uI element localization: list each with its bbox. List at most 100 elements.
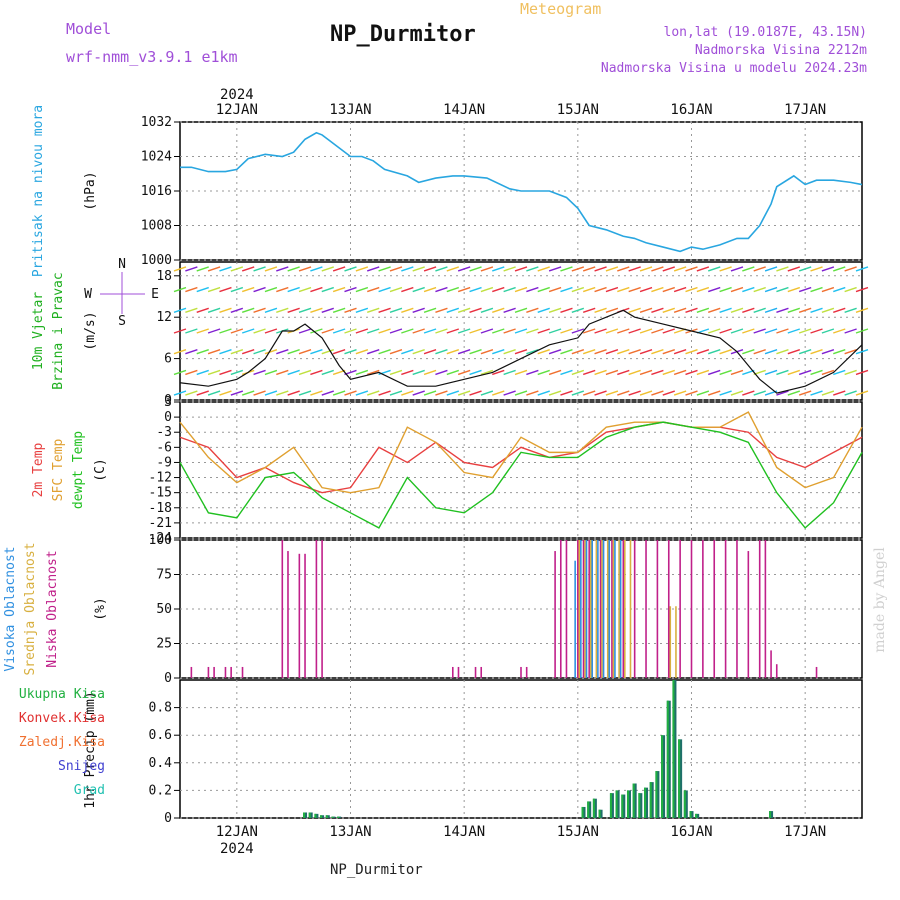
wind-barb	[810, 390, 823, 396]
wind-barb	[207, 328, 221, 334]
wind-barb	[696, 266, 710, 272]
bottom-date-label: 12JAN	[216, 824, 258, 840]
wind-barb	[639, 307, 653, 313]
wind-barb	[844, 328, 857, 334]
wind-barb	[514, 349, 528, 355]
wind-barb	[742, 349, 755, 355]
precip-bar-highlight	[598, 809, 601, 818]
wind-barb	[833, 266, 846, 272]
precip-bar-highlight	[672, 680, 675, 818]
wind-barb	[617, 390, 630, 396]
wind-barb	[253, 328, 266, 334]
wind-barb	[821, 286, 835, 293]
wind-barb	[355, 390, 369, 396]
wind-barb	[810, 307, 823, 313]
wind-barb	[708, 390, 721, 396]
wind-barb	[594, 390, 607, 396]
bottom-date-label: 15JAN	[557, 824, 599, 840]
wind-barb	[628, 390, 641, 396]
wind-barb	[276, 369, 289, 376]
meteogram-label: Meteogram	[520, 0, 602, 18]
wind-barb	[367, 369, 380, 376]
cloud-series-1	[578, 540, 677, 678]
wind-barb	[230, 349, 244, 355]
wind-barb	[798, 266, 812, 272]
wind-barb	[344, 307, 357, 313]
wind-barb	[196, 307, 209, 313]
wind-barb	[594, 307, 607, 313]
bottom-date-label: 13JAN	[329, 824, 371, 840]
precip-bar-highlight	[678, 739, 681, 818]
bottom-date-label: 17JAN	[784, 824, 826, 840]
wind-barb	[639, 349, 653, 355]
cloud-axis-label-1: Srednja Oblacnost	[23, 542, 38, 675]
wind-barb	[344, 266, 357, 272]
wind-barb	[685, 369, 698, 376]
wind-barb	[321, 369, 334, 376]
wind-barb	[389, 369, 403, 376]
temp-line-2	[179, 421, 863, 529]
wind-barb	[230, 328, 244, 334]
wind-barb	[435, 369, 448, 376]
wind-barb	[207, 369, 221, 376]
wind-barb	[321, 286, 334, 293]
wind-barb	[514, 286, 528, 293]
wind-barb	[798, 286, 812, 293]
wind-barb	[537, 328, 550, 334]
model-label: Model	[66, 20, 112, 38]
wind-barb	[298, 349, 312, 355]
wind-barb	[480, 266, 494, 272]
wind-barb	[844, 369, 857, 376]
wind-barb	[639, 328, 653, 334]
precip-legend-3: Snijeg	[58, 759, 105, 774]
wind-barb	[435, 390, 448, 396]
station-info: lon,lat (19.0187E, 43.15N) Nadmorska Vis…	[601, 24, 867, 78]
wind-barb	[719, 266, 732, 272]
wind-barb	[742, 266, 755, 272]
wind-barb	[457, 328, 471, 334]
ytick-label-pressure: 1032	[141, 115, 172, 130]
wind-barb	[753, 266, 766, 272]
wind-barb	[662, 328, 675, 334]
wind-barb	[696, 349, 710, 355]
wind-barb	[764, 266, 778, 272]
wind-barb	[287, 286, 300, 293]
wind-barb	[582, 390, 596, 396]
wind-barb	[821, 307, 835, 313]
wind-barb	[207, 349, 221, 355]
wind-barb	[412, 328, 425, 334]
wind-barb	[855, 307, 869, 313]
wind-barb	[310, 328, 323, 334]
precip-bar-highlight	[331, 816, 334, 818]
wind-barb	[651, 349, 664, 355]
wind-barb	[628, 349, 641, 355]
wind-barb	[412, 390, 425, 396]
wind-barb	[276, 266, 289, 272]
wind-barb	[560, 349, 573, 355]
ytick-label-temperature: -12	[149, 471, 172, 486]
ytick-label-temperature: -6	[156, 440, 172, 455]
wind-barb	[503, 286, 516, 293]
wind-barb	[196, 349, 209, 355]
ytick-label-pressure: 1000	[141, 253, 172, 268]
wind-barb	[855, 328, 869, 334]
compass-east: E	[151, 287, 159, 302]
ytick-label-temperature: -15	[149, 486, 172, 501]
wind-barb	[389, 390, 403, 396]
precip-legend-4: Grad	[74, 783, 105, 798]
wind-barb	[855, 266, 869, 272]
wind-barb	[355, 328, 369, 334]
wind-barb	[389, 266, 403, 272]
top-date-label: 12JAN	[216, 102, 258, 118]
wind-barb	[264, 349, 278, 355]
wind-barb	[435, 286, 448, 293]
precip-bar-highlight	[632, 783, 635, 818]
wind-barb	[742, 328, 755, 334]
ytick-label-temperature: 3	[164, 395, 172, 410]
wind-barb	[310, 369, 323, 376]
wind-barb	[696, 369, 710, 376]
wind-unit-label: (m/s)	[83, 311, 98, 350]
wind-barb	[628, 328, 641, 334]
wind-barb	[662, 349, 675, 355]
wind-barb	[526, 307, 539, 313]
